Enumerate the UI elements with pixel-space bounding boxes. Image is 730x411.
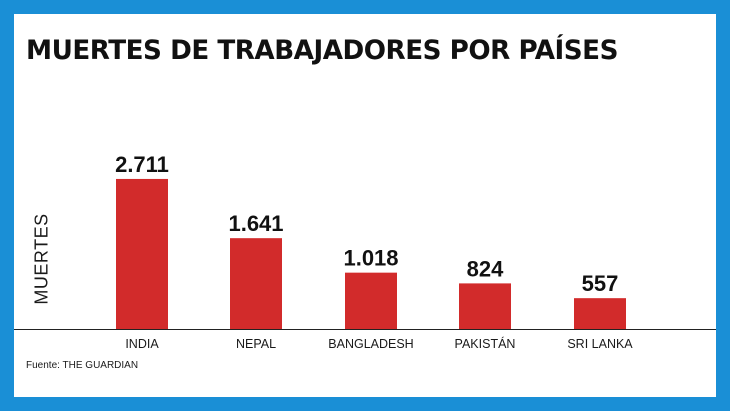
value-label-pakistan: 824	[467, 256, 504, 281]
category-label-nepal: NEPAL	[236, 337, 276, 351]
source-note: Fuente: THE GUARDIAN	[26, 360, 139, 371]
bar-pakistan	[459, 283, 511, 329]
value-label-nepal: 1.641	[228, 211, 283, 236]
bar-nepal	[230, 238, 282, 329]
bar-sri-lanka	[574, 298, 626, 329]
value-label-sri-lanka: 557	[582, 271, 619, 296]
value-label-bangladesh: 1.018	[343, 246, 398, 271]
category-label-sri-lanka: SRI LANKA	[567, 337, 633, 351]
bar-chart: 2.711 INDIA 1.641 NEPAL 1.018 BANGLADESH 824 PA…	[14, 152, 716, 351]
chart-card: MUERTES DE TRABAJADORES POR PAÍSES MUERT…	[14, 14, 716, 397]
bar-bangladesh	[345, 272, 397, 329]
bars-group	[116, 178, 626, 329]
value-label-india: 2.711	[115, 152, 169, 177]
bar-india	[116, 178, 168, 329]
chart-title: MUERTES DE TRABAJADORES POR PAÍSES	[26, 35, 618, 66]
category-label-bangladesh: BANGLADESH	[328, 337, 413, 351]
category-label-pakistan: PAKISTÁN	[455, 336, 516, 351]
category-label-india: INDIA	[125, 337, 159, 351]
labels-group: 2.711 INDIA 1.641 NEPAL 1.018 BANGLADESH 824 PA…	[115, 152, 633, 351]
